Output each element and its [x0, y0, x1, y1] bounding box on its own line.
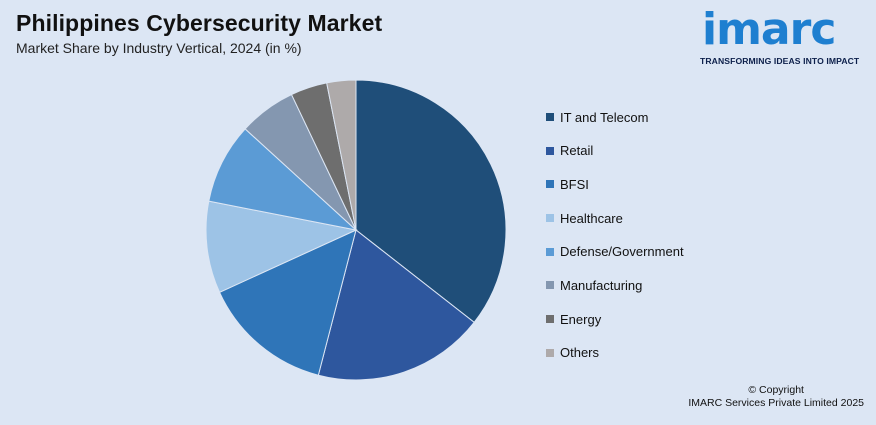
- legend-swatch: [546, 315, 554, 324]
- legend-label: Defense/Government: [560, 244, 684, 260]
- copyright-notice: © Copyright IMARC Services Private Limit…: [688, 384, 864, 410]
- legend-label: Others: [560, 345, 600, 361]
- legend-swatch: [546, 281, 554, 290]
- legend-swatch: [546, 113, 554, 121]
- legend-item: Retail: [546, 142, 684, 160]
- legend-label: BFSI: [560, 176, 589, 192]
- legend-item: IT and Telecom: [546, 108, 684, 126]
- chart-legend: IT and Telecom Retail BFSI Healthcare Defens…: [546, 108, 684, 378]
- legend-label: IT and Telecom: [560, 109, 649, 125]
- logo-tagline: TRANSFORMING IDEAS INTO IMPACT: [700, 56, 860, 66]
- legend-item: BFSI: [546, 175, 684, 193]
- legend-label: Retail: [560, 143, 594, 159]
- pie-slice-retail: [317, 229, 475, 381]
- copyright-line-1: © Copyright: [748, 384, 804, 396]
- logo-wordmark: imarc: [702, 4, 836, 55]
- pie-slice-defense-government: [208, 128, 358, 231]
- copyright-line-2: IMARC Services Private Limited 2025: [688, 397, 864, 409]
- legend-item: Defense/Government: [546, 243, 684, 261]
- legend-item: Others: [546, 344, 684, 362]
- pie-slice-bfsi: [218, 229, 357, 376]
- pie-chart: [205, 79, 507, 381]
- legend-label: Energy: [560, 311, 602, 327]
- pie-slice-healthcare: [205, 200, 358, 293]
- imarc-logo: imarc TRANSFORMING IDEAS INTO IMPACT: [700, 4, 870, 67]
- legend-item: Healthcare: [546, 209, 684, 227]
- legend-item: Manufacturing: [546, 276, 684, 294]
- legend-swatch: [546, 146, 554, 155]
- legend-swatch: [546, 247, 554, 256]
- page-title: Philippines Cybersecurity Market: [16, 10, 383, 36]
- legend-swatch: [546, 348, 554, 357]
- legend-label: Manufacturing: [560, 277, 643, 293]
- legend-swatch: [546, 180, 554, 189]
- legend-swatch: [546, 214, 554, 223]
- pie-slice-others: [326, 79, 357, 231]
- pie-slice-it-and-telecom: [355, 79, 507, 324]
- legend-item: Energy: [546, 310, 684, 328]
- page-subtitle: Market Share by Industry Vertical, 2024 …: [16, 40, 302, 56]
- legend-label: Healthcare: [560, 210, 623, 226]
